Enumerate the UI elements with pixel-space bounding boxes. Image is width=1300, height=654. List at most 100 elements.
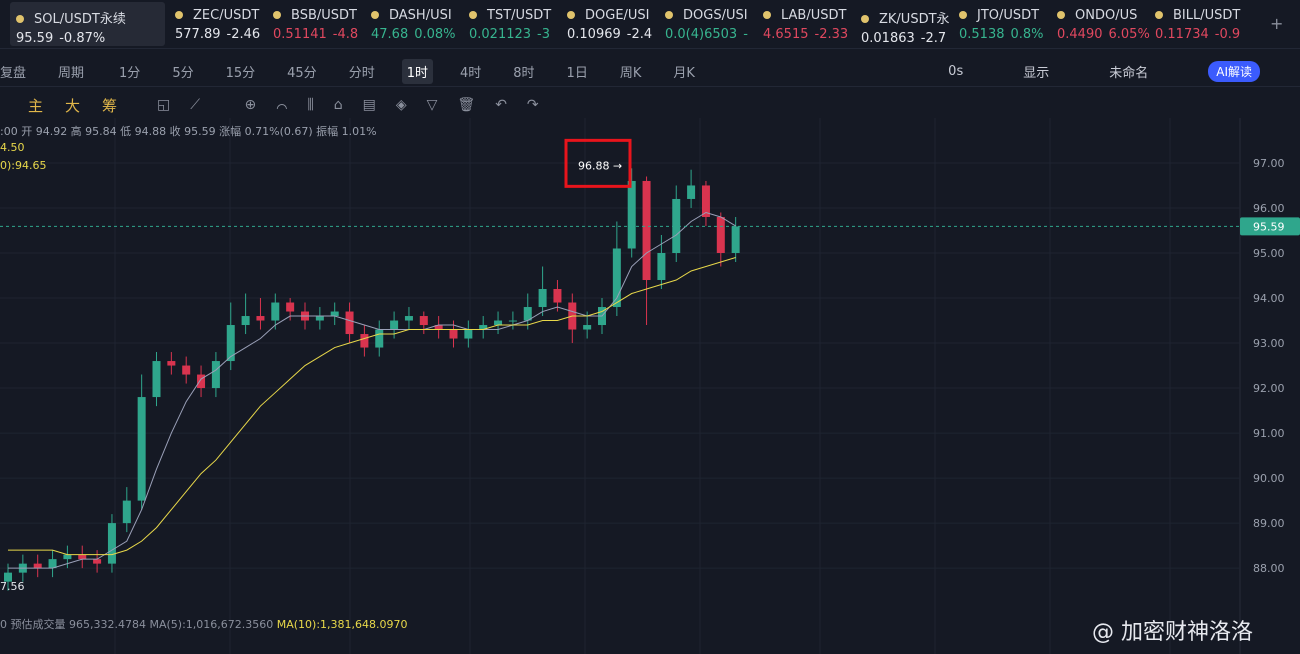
indicator[interactable]: 大: [65, 96, 81, 115]
interval[interactable]: 5分: [172, 65, 194, 81]
ticker-name: TST/USDT: [469, 8, 563, 23]
y-tick-label: 95.00: [1253, 247, 1285, 260]
ticker-quote: 0.4490 6.05%: [1057, 27, 1151, 42]
interval[interactable]: 15分: [225, 65, 256, 81]
ticker-bar: SOL/USDT永续 95.59 -0.87% ZEC/USDT 577.89 -2.46…: [0, 0, 1300, 49]
y-tick-label: 93.00: [1253, 337, 1285, 350]
candle-body: [345, 311, 354, 335]
candle-body: [4, 572, 12, 582]
ticker-tab[interactable]: ZEC/USDT 577.89 -2.46: [171, 2, 269, 46]
volume-info: 0 预估成交量 965,332.4784 MA(5):1,016,672.356…: [0, 616, 408, 632]
ticker-tab[interactable]: JTO/USDT 0.5138 0.8%: [955, 2, 1053, 46]
ma-info: 4.50: [0, 141, 25, 154]
candle-body: [226, 325, 235, 362]
candle-body: [78, 554, 87, 560]
y-tick-label: 88.00: [1253, 562, 1285, 575]
candle-body: [494, 320, 503, 326]
ticker-price: 0.11734: [1155, 27, 1209, 42]
ticker-tab[interactable]: LAB/USDT 4.6515 -2.33: [759, 2, 857, 46]
candle-body: [167, 361, 176, 366]
interval[interactable]: 1时: [401, 58, 433, 84]
candle-body: [479, 325, 488, 330]
candle-body: [152, 361, 161, 398]
replay[interactable]: 复盘: [0, 65, 27, 81]
ticker-tab[interactable]: DASH/USI 47.68 0.08%: [367, 2, 465, 46]
candle-body: [241, 316, 250, 326]
candle-body: [107, 523, 116, 564]
ticker-quote: 0.021123 -3: [469, 27, 563, 42]
candle-body: [390, 320, 399, 330]
drawing-icons[interactable]: ◱⟋ ⊕⌒⫼⌂▤◈▽🗑↶↷: [157, 97, 559, 113]
y-tick-label: 97.00: [1253, 157, 1285, 170]
candle-body: [672, 198, 681, 253]
candle-body: [63, 554, 72, 560]
tool-button[interactable]: 0s: [948, 63, 964, 79]
interval[interactable]: 45分: [287, 65, 317, 81]
candle-body: [404, 316, 413, 321]
candle-body: [211, 361, 220, 389]
add-tab[interactable]: +: [1270, 14, 1284, 33]
interval[interactable]: 周K: [619, 65, 642, 81]
ticker-name: JTO/USDT: [959, 8, 1053, 23]
candle-body: [657, 252, 666, 281]
interval[interactable]: 月K: [673, 65, 695, 81]
tool-button[interactable]: 未命名: [1109, 65, 1149, 81]
low-mark: 7.56: [0, 580, 25, 593]
ticker-price: 0.51141: [273, 27, 327, 42]
ticker-name: DOGS/USI: [665, 8, 759, 23]
ticker-name: ONDO/US: [1057, 8, 1151, 23]
ticker-price: 577.89: [175, 27, 221, 42]
ticker-tab[interactable]: DOGS/USI 0.0(4)6503-: [661, 2, 759, 46]
period[interactable]: 周期: [58, 65, 85, 81]
ticker-change: 0.8%: [1010, 27, 1044, 42]
last-price-tag: [1240, 217, 1300, 236]
ohlc-info: :00 开 94.92 高 95.84 低 94.88 收 95.59 涨幅 0…: [0, 125, 377, 138]
candle-body: [315, 316, 324, 321]
ticker-change: 0.08%: [414, 27, 456, 42]
indicator-bar: 主 大 筹 ◱⟋ ⊕⌒⫼⌂▤◈▽🗑↶↷: [0, 92, 1300, 118]
ticker-price: 0.4490: [1057, 27, 1103, 42]
y-tick-label: 90.00: [1253, 472, 1285, 485]
ticker-change: -0.9: [1214, 27, 1241, 42]
candle-body: [122, 500, 131, 524]
candle-body: [449, 329, 458, 339]
ticker-quote: 0.0(4)6503-: [665, 27, 759, 42]
ticker-tab[interactable]: SOL/USDT永续 95.59 -0.87%: [10, 2, 165, 46]
ticker-tab[interactable]: BILL/USDT 0.11734 -0.9: [1151, 2, 1249, 46]
candle-body: [419, 316, 428, 326]
ticker-name: BILL/USDT: [1155, 8, 1249, 23]
ticker-name: LAB/USDT: [763, 8, 857, 23]
ticker-tab[interactable]: ONDO/US 0.4490 6.05%: [1053, 2, 1151, 46]
y-tick-label: 96.00: [1253, 202, 1285, 215]
interval[interactable]: 1日: [566, 65, 588, 81]
interval[interactable]: 8时: [513, 65, 535, 81]
candle-body: [612, 248, 621, 308]
ticker-quote: 0.5138 0.8%: [959, 27, 1053, 42]
ticker-quote: 0.10969 -2.4: [567, 27, 661, 42]
indicator[interactable]: 筹: [102, 96, 118, 115]
candle-body: [583, 325, 592, 330]
ticker-price: 0.01863: [861, 31, 915, 46]
high-box: [564, 138, 632, 188]
interval[interactable]: 4时: [459, 65, 482, 81]
candle-body: [286, 302, 295, 312]
ticker-price: 0.5138: [959, 27, 1005, 42]
ticker-price: 0.10969: [567, 27, 621, 42]
ticker-change: -3: [537, 27, 550, 42]
ticker-change: -2.7: [920, 31, 947, 46]
high-label: 96.88 →: [578, 159, 622, 172]
tool-button[interactable]: 显示: [1023, 65, 1050, 81]
ticker-tab[interactable]: ZK/USDT永 0.01863 -2.7: [857, 2, 955, 46]
ticker-name: ZK/USDT永: [861, 8, 955, 27]
ticker-tab[interactable]: TST/USDT 0.021123 -3: [465, 2, 563, 46]
ticker-quote: 0.01863 -2.7: [861, 31, 955, 46]
interval[interactable]: 1分: [119, 65, 141, 81]
interval[interactable]: 分时: [348, 65, 375, 81]
ticker-tab[interactable]: DOGE/USI 0.10969 -2.4: [563, 2, 661, 46]
candle-body: [687, 185, 696, 199]
candle-body: [464, 329, 473, 339]
ticker-tab[interactable]: BSB/USDT 0.51141 -4.8: [269, 2, 367, 46]
indicator[interactable]: 主: [28, 96, 44, 115]
ai-button[interactable]: AI解读: [1208, 60, 1260, 82]
